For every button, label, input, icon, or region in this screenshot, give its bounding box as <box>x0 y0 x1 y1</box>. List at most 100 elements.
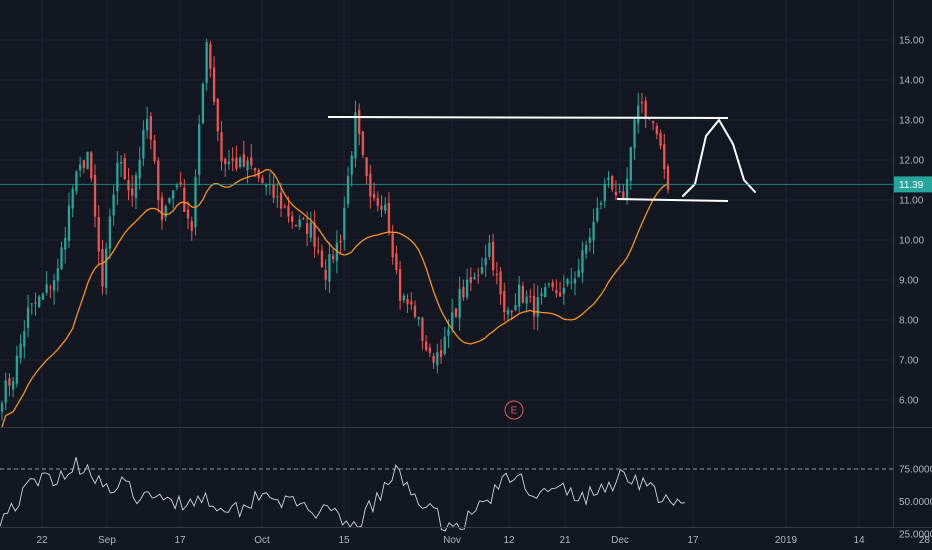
resistance-line <box>327 116 729 119</box>
oscillator-axis-tick-label: 75.0000 <box>899 465 932 476</box>
candle-body <box>395 253 398 270</box>
time-axis-tick-label: 17 <box>687 535 699 546</box>
candle-body <box>659 132 662 146</box>
candle-body <box>105 248 108 288</box>
candle-body <box>123 158 126 180</box>
candle-body <box>142 130 145 159</box>
candle-body <box>436 352 439 366</box>
candle-body <box>190 221 193 231</box>
candle-body <box>153 140 156 162</box>
candle-body <box>599 202 603 205</box>
oscillator-axis-tick-label: 50.0000 <box>899 497 932 508</box>
candle-body <box>138 159 141 179</box>
candle-body <box>71 188 74 209</box>
time-axis-tick-label: 14 <box>853 535 865 546</box>
candle-body <box>529 296 532 298</box>
candle-body <box>480 266 484 274</box>
oscillator-axis-tick-label: 25.0000 <box>899 530 932 541</box>
price-axis-tick-label: 14.00 <box>899 76 924 87</box>
candle-body <box>462 287 465 298</box>
candle-body <box>171 190 175 199</box>
candle-body <box>536 297 539 317</box>
candle-body <box>343 207 346 240</box>
time-axis-tick-label: 21 <box>559 535 571 546</box>
candle-body <box>8 378 11 386</box>
candle-body <box>387 202 391 232</box>
candle-body <box>655 126 658 135</box>
candle-body <box>581 250 584 273</box>
candle-body <box>573 278 577 284</box>
earnings-marker-icon <box>504 400 524 420</box>
candle-body <box>469 277 472 283</box>
time-axis-tick-label: 28 <box>919 535 931 546</box>
candle-body <box>49 287 52 289</box>
candle-body <box>38 296 41 307</box>
candle-body <box>570 281 573 283</box>
candle-body <box>235 157 238 169</box>
candle-body <box>227 161 231 165</box>
candle-body <box>272 184 275 198</box>
candle-body <box>566 279 569 285</box>
candle-body <box>551 282 554 288</box>
time-axis-tick-label: 12 <box>503 535 515 546</box>
grid-lines <box>0 0 893 527</box>
candle-body <box>97 217 100 252</box>
candle-body <box>82 160 86 168</box>
candle-body <box>518 284 521 307</box>
candle-body <box>380 205 383 210</box>
candle-body <box>618 191 621 193</box>
candle-body <box>238 157 242 168</box>
candle-body <box>503 290 506 313</box>
candle-body <box>391 233 394 257</box>
candle-body <box>313 223 316 247</box>
price-axis-tick-label: 15.00 <box>899 36 924 47</box>
candle-body <box>265 184 268 187</box>
candle-body <box>253 167 257 171</box>
time-axis-tick-label: 22 <box>36 535 48 546</box>
candle-body <box>131 188 134 196</box>
candle-body <box>454 308 458 317</box>
candle-body <box>186 209 190 219</box>
candle-body <box>439 350 443 357</box>
candle-body <box>331 255 335 260</box>
candle-body <box>231 158 234 161</box>
candle-body <box>384 204 387 211</box>
candle-body <box>376 197 379 207</box>
candle-body <box>477 274 480 276</box>
support-line <box>616 198 729 202</box>
candle-body <box>369 173 372 197</box>
oscillator-line <box>0 457 686 532</box>
candle-body <box>291 216 294 223</box>
candle-body <box>633 119 636 148</box>
candle-body <box>637 105 640 124</box>
candle-body <box>56 268 59 281</box>
candle-body <box>324 269 327 280</box>
candle-body <box>447 329 450 336</box>
time-axis-tick-label: Nov <box>443 535 461 546</box>
candle-body <box>361 131 365 155</box>
candle-body <box>298 219 301 228</box>
price-axis-tick-label: 12.00 <box>899 156 924 167</box>
candle-body <box>261 177 264 183</box>
candle-body <box>558 292 562 297</box>
candle-body <box>201 83 205 124</box>
candle-body <box>521 285 525 303</box>
candle-body <box>127 180 130 191</box>
candle-body <box>592 221 595 241</box>
candle-body <box>495 273 499 276</box>
candle-body <box>209 44 212 69</box>
price-axis-tick-label: 8.00 <box>899 316 919 327</box>
candle-body <box>328 254 331 282</box>
candle-body <box>335 242 339 262</box>
candle-body <box>525 296 528 304</box>
candle-body <box>491 241 495 271</box>
candle-body <box>205 42 208 83</box>
candle-body <box>588 237 592 243</box>
candle-body <box>164 205 167 218</box>
candle-body <box>666 166 670 190</box>
candle-body <box>663 144 666 170</box>
candle-body <box>506 310 510 315</box>
candle-body <box>339 241 342 243</box>
